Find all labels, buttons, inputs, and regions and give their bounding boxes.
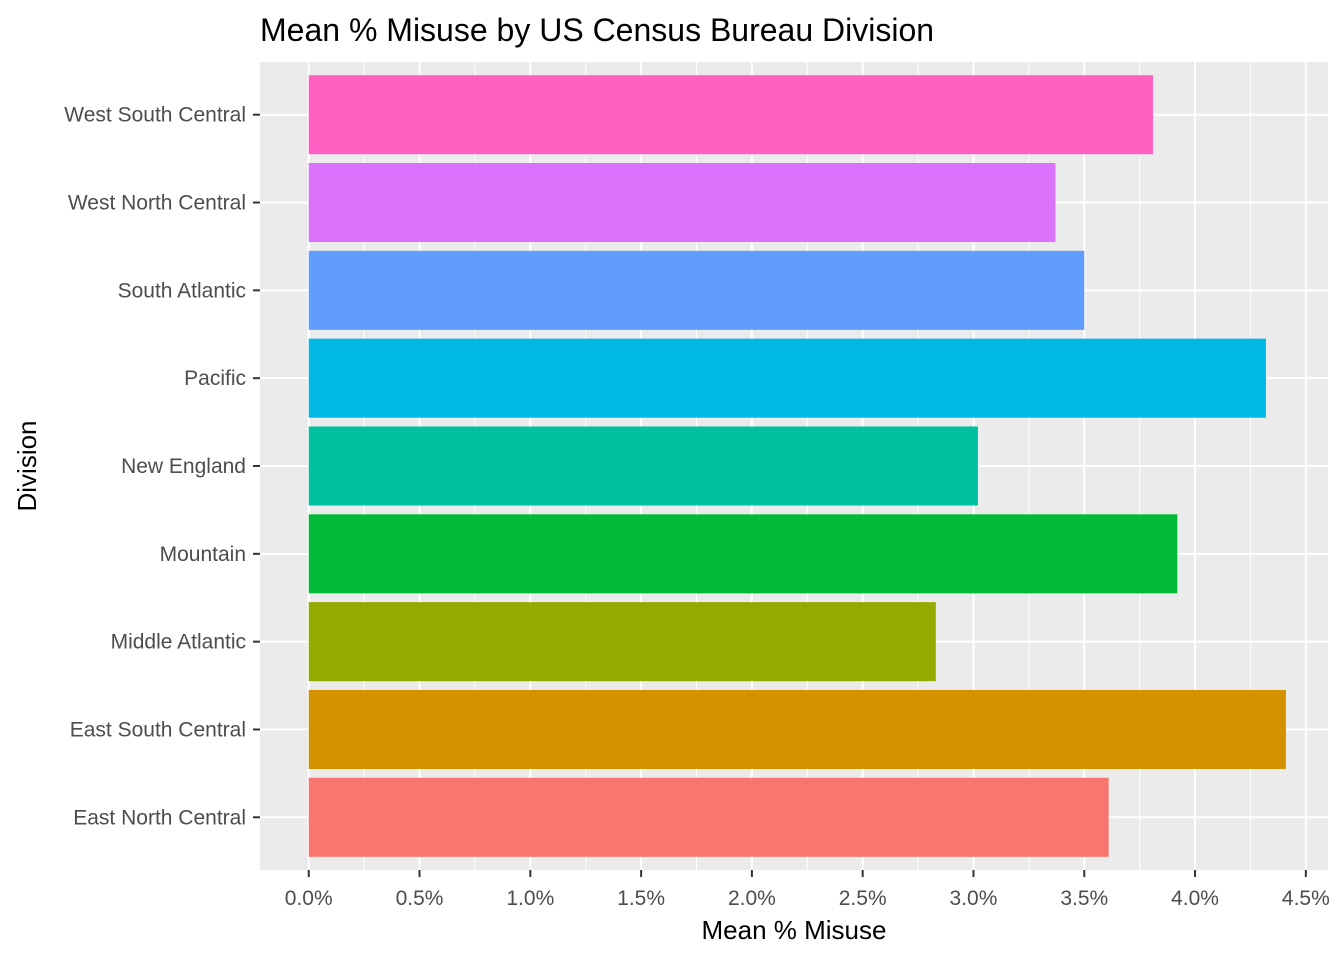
x-axis-title: Mean % Misuse bbox=[702, 915, 887, 945]
x-tick-label: 1.0% bbox=[506, 887, 554, 910]
x-tick-label: 4.5% bbox=[1282, 887, 1330, 910]
bar-mountain bbox=[308, 514, 1178, 594]
bar-south-atlantic bbox=[308, 250, 1085, 330]
bar-east-south-central bbox=[308, 689, 1286, 769]
bar-new-england bbox=[308, 426, 978, 506]
x-tick-label: 2.0% bbox=[728, 887, 776, 910]
x-tick-label: 4.0% bbox=[1171, 887, 1219, 910]
bars bbox=[308, 75, 1286, 857]
y-axis-title: Division bbox=[12, 420, 42, 511]
x-axis: 0.0% 0.5% 1.0% 1.5% 2.0% 2.5% 3.0% 3.5% 4.0% 4.5% bbox=[285, 870, 1330, 910]
y-tick-label: Pacific bbox=[184, 367, 246, 390]
y-tick-label: East North Central bbox=[73, 806, 246, 829]
x-tick-label: 0.5% bbox=[396, 887, 444, 910]
chart-title: Mean % Misuse by US Census Bureau Divisi… bbox=[260, 12, 934, 48]
bar-pacific bbox=[308, 338, 1266, 418]
y-tick-label: Mountain bbox=[160, 543, 246, 566]
y-tick-label: New England bbox=[121, 455, 246, 478]
bar-east-north-central bbox=[308, 777, 1109, 857]
bar-west-south-central bbox=[308, 75, 1153, 155]
x-tick-label: 0.0% bbox=[285, 887, 333, 910]
y-tick-label: East South Central bbox=[70, 718, 246, 741]
bar-middle-atlantic bbox=[308, 602, 936, 682]
y-tick-label: West North Central bbox=[68, 192, 246, 215]
x-tick-label: 3.5% bbox=[1060, 887, 1108, 910]
y-tick-label: West South Central bbox=[64, 104, 246, 127]
x-tick-label: 3.0% bbox=[950, 887, 998, 910]
y-tick-label: South Atlantic bbox=[118, 279, 246, 302]
bar-west-north-central bbox=[308, 163, 1056, 243]
y-tick-label: Middle Atlantic bbox=[111, 631, 246, 654]
x-tick-label: 2.5% bbox=[839, 887, 887, 910]
x-tick-label: 1.5% bbox=[617, 887, 665, 910]
y-axis: East North Central East South Central Midd… bbox=[64, 104, 260, 829]
